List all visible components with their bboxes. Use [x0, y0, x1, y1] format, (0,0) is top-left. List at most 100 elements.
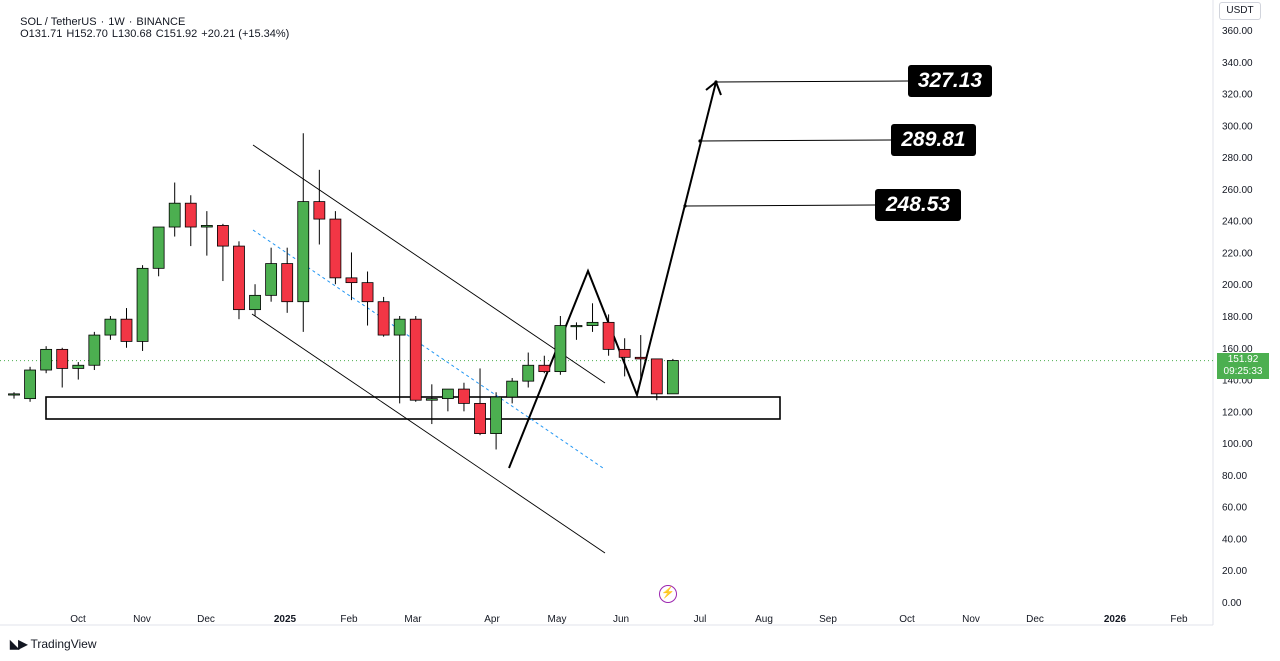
candle-body: [40, 348, 53, 371]
candle-body: [586, 321, 599, 326]
candle-bearish: [345, 252, 358, 301]
ohlc-close: C151.92: [155, 28, 198, 40]
candle-body: [425, 398, 438, 401]
time-tick-label: Feb: [340, 614, 358, 625]
ohlc-open: O131.71: [20, 28, 63, 40]
candle-bullish: [104, 316, 117, 340]
channel-upper-line: [252, 144, 606, 384]
price-tick-label: 140.00: [1222, 376, 1253, 387]
bar-countdown: 09:25:33: [1223, 366, 1263, 377]
time-tick-label: Nov: [133, 614, 151, 625]
candle-body: [666, 360, 679, 395]
candle-body: [8, 393, 20, 396]
candle-body: [441, 388, 454, 400]
target-anchor-dot: [714, 80, 718, 84]
drawings: [0, 80, 1213, 554]
candle-bearish: [184, 195, 197, 247]
candle-body: [506, 380, 519, 398]
candle-body: [120, 318, 133, 342]
candle-bearish: [458, 382, 470, 412]
time-tick-label: Sep: [819, 614, 837, 625]
candle-bearish: [120, 308, 133, 348]
candle-body: [650, 358, 663, 395]
candle-bullish: [200, 211, 213, 256]
price-tick-label: 100.00: [1222, 439, 1253, 450]
time-tick-label: Oct: [899, 614, 915, 625]
target-line-3: [684, 204, 876, 207]
time-tick-label: Oct: [70, 614, 86, 625]
candle-body: [72, 364, 85, 369]
candle-body: [618, 348, 631, 358]
brand-name: TradingView: [30, 637, 97, 651]
price-axis: 0.00 20.00 40.00 60.00 80.00 100.00 120.00 140.…: [0, 0, 1253, 626]
time-tick-label: Nov: [962, 614, 980, 625]
candle-bearish: [56, 347, 69, 388]
symbol-name[interactable]: SOL / TetherUS: [20, 16, 97, 28]
price-tick-label: 40.00: [1222, 534, 1247, 545]
candle-bullish: [666, 358, 679, 395]
candle-body: [313, 201, 326, 220]
target-label-1[interactable]: 327.13: [908, 65, 992, 97]
price-tick-label: 20.00: [1222, 566, 1247, 577]
price-tick-label: 340.00: [1222, 58, 1253, 69]
time-tick-label: Jul: [694, 614, 707, 625]
candle-bullish: [136, 265, 149, 351]
lightning-icon[interactable]: ⚡: [659, 585, 677, 603]
candle-bullish: [586, 303, 599, 332]
candle-bullish: [8, 392, 20, 399]
time-axis: Oct Nov Dec 2025 Feb Mar Apr May Jun Jul Aug Sep Oct…: [70, 614, 1188, 625]
candle-body: [265, 263, 278, 296]
candle-bearish: [538, 355, 551, 374]
candle-bearish: [217, 223, 229, 282]
target-line-1: [715, 80, 909, 83]
candle-body: [24, 369, 36, 400]
target-label-2[interactable]: 289.81: [891, 124, 976, 156]
target-label-3[interactable]: 248.53: [875, 189, 961, 221]
price-tick-label: 120.00: [1222, 407, 1253, 418]
ohlc-low: L130.68: [111, 28, 152, 40]
target-anchor-dot: [698, 139, 702, 143]
price-tick-label: 240.00: [1222, 217, 1253, 228]
candle-bearish: [313, 169, 326, 245]
candle-body: [217, 225, 229, 247]
time-tick-label: Mar: [404, 614, 422, 625]
candle-bearish: [634, 335, 647, 380]
candle-body: [297, 201, 310, 303]
candle-body: [200, 225, 213, 228]
time-tick-label: May: [548, 614, 567, 625]
current-price-tag: 151.92 09:25:33: [1217, 353, 1269, 379]
time-tick-label: Feb: [1170, 614, 1188, 625]
candle-body: [249, 294, 261, 311]
candle-body: [554, 325, 567, 373]
time-tick-label: Dec: [197, 614, 215, 625]
exchange: BINANCE: [136, 16, 186, 28]
candle-body: [602, 321, 615, 350]
interval[interactable]: 1W: [108, 16, 125, 28]
currency-unit-button[interactable]: USDT: [1219, 2, 1261, 20]
price-tick-label: 320.00: [1222, 90, 1253, 101]
candle-body: [329, 218, 342, 279]
price-tick-label: 260.00: [1222, 185, 1253, 196]
candle-bullish: [393, 316, 406, 404]
candle-bullish: [522, 352, 535, 388]
price-tick-label: 80.00: [1222, 471, 1247, 482]
time-tick-label: Apr: [484, 614, 500, 625]
time-tick-label: 2025: [274, 614, 297, 625]
candle-bullish: [425, 384, 438, 425]
candle-body: [474, 402, 486, 434]
price-tick-label: 300.00: [1222, 121, 1253, 132]
price-tick-label: 60.00: [1222, 503, 1247, 514]
candle-bullish: [88, 331, 101, 371]
candle-bearish: [281, 247, 294, 313]
tradingview-logo[interactable]: ◣▶ TradingView: [10, 637, 97, 651]
candle-bullish: [168, 182, 181, 237]
candle-body: [393, 318, 406, 336]
time-tick-label: Aug: [755, 614, 773, 625]
candle-body: [233, 245, 245, 311]
candle-body: [136, 267, 149, 342]
candle-bullish: [297, 133, 310, 332]
chart-header: SOL / TetherUS · 1W · BINANCE O131.71 H152.70…: [20, 16, 290, 40]
candle-body: [458, 388, 470, 404]
ohlc-high: H152.70: [66, 28, 108, 40]
